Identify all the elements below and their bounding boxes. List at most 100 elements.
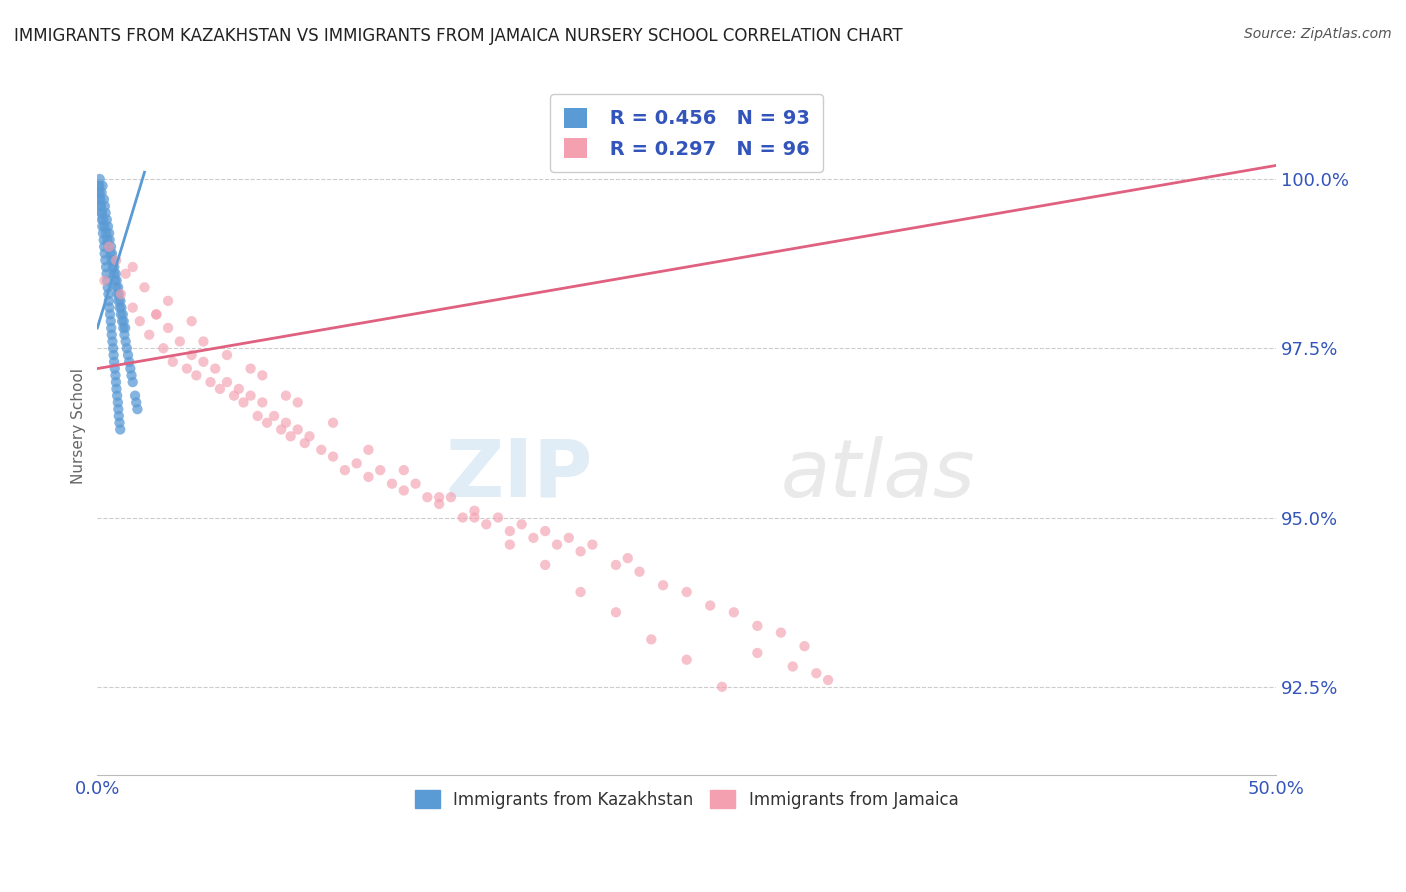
Point [104,274,127,288]
Point [90,199,112,213]
Point [193,334,215,349]
Point [94,206,117,220]
Point [451,510,474,524]
Point [215,348,238,362]
Point [157,293,180,308]
Point [162,355,184,369]
Point [89,186,111,200]
Point [699,599,721,613]
Point [120,361,142,376]
Point [186,368,208,383]
Point [96,267,118,281]
Point [152,341,174,355]
Point [105,389,128,403]
Point [769,625,792,640]
Legend: Immigrants from Kazakhstan, Immigrants from Jamaica: Immigrants from Kazakhstan, Immigrants f… [408,784,965,815]
Point [97,287,120,301]
Point [93,233,115,247]
Point [110,287,132,301]
Point [263,409,285,423]
Point [91,206,114,220]
Point [112,314,135,328]
Point [111,314,134,328]
Point [96,233,118,247]
Point [121,368,143,383]
Point [110,293,132,308]
Point [90,199,112,213]
Point [222,389,245,403]
Point [108,287,131,301]
Point [124,389,146,403]
Point [91,226,114,240]
Point [108,416,131,430]
Point [239,389,262,403]
Point [97,280,120,294]
Point [200,375,222,389]
Point [228,382,250,396]
Point [105,287,128,301]
Point [103,355,125,369]
Point [91,212,114,227]
Point [180,314,202,328]
Point [499,538,522,552]
Point [239,361,262,376]
Point [534,558,557,572]
Point [107,280,129,294]
Point [522,531,544,545]
Point [127,402,149,417]
Point [100,240,122,254]
Point [105,253,128,268]
Point [675,653,697,667]
Point [675,585,697,599]
Point [100,314,122,328]
Point [100,321,122,335]
Point [97,293,120,308]
Point [581,538,603,552]
Point [104,375,127,389]
Point [180,348,202,362]
Text: Source: ZipAtlas.com: Source: ZipAtlas.com [1244,27,1392,41]
Point [89,172,111,186]
Point [427,497,450,511]
Point [115,341,138,355]
Point [98,240,121,254]
Point [392,463,415,477]
Point [114,334,136,349]
Point [105,382,128,396]
Point [121,301,143,315]
Point [294,436,316,450]
Point [252,395,274,409]
Point [287,395,309,409]
Point [103,267,125,281]
Point [93,246,115,260]
Point [298,429,321,443]
Point [256,416,278,430]
Point [110,307,132,321]
Point [114,321,136,335]
Point [93,219,115,234]
Point [793,639,815,653]
Point [103,260,125,274]
Text: IMMIGRANTS FROM KAZAKHSTAN VS IMMIGRANTS FROM JAMAICA NURSERY SCHOOL CORRELATION: IMMIGRANTS FROM KAZAKHSTAN VS IMMIGRANTS… [14,27,903,45]
Point [96,212,118,227]
Point [89,178,111,193]
Point [114,327,136,342]
Point [128,314,150,328]
Point [569,544,592,558]
Point [486,510,509,524]
Point [93,192,115,206]
Point [93,274,115,288]
Point [322,450,344,464]
Point [427,490,450,504]
Point [98,226,121,240]
Point [628,565,651,579]
Point [105,274,128,288]
Point [98,233,121,247]
Point [463,504,485,518]
Point [208,382,231,396]
Point [747,619,769,633]
Point [98,246,121,260]
Point [101,260,124,274]
Point [747,646,769,660]
Point [94,253,117,268]
